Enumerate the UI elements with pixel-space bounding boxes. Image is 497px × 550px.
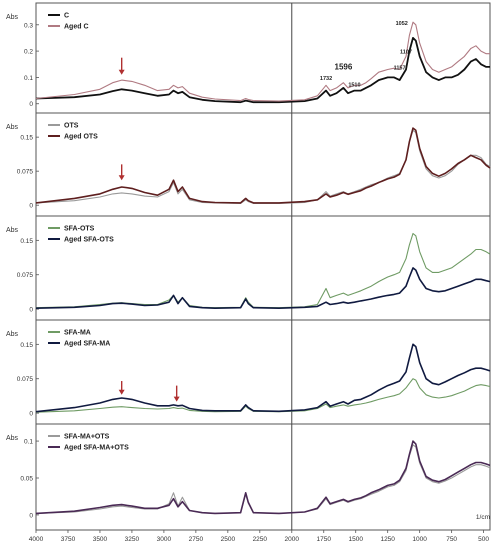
series-line-2 xyxy=(35,440,491,515)
x-tick-label: 3000 xyxy=(157,536,172,543)
y-tick-label: 0.075 xyxy=(17,376,34,383)
y-tick-label: 0 xyxy=(29,411,33,418)
legend-label: OTS xyxy=(64,123,79,130)
y-tick-label: 0.1 xyxy=(24,75,33,82)
legend-label: Aged C xyxy=(64,24,89,31)
series-line-2 xyxy=(35,21,490,102)
x-tick-label: 750 xyxy=(446,536,457,543)
legend-label: Aged OTS xyxy=(64,134,98,141)
panel-3: Abs 0 0.075 0.15 SFA-OTS Aged SFA-OTS xyxy=(6,215,491,321)
panel-5: Abs 0 0.05 0.1 SFA-MA+OTS Aged SFA-MA+OTS xyxy=(6,423,491,531)
x-tick-label: 2500 xyxy=(221,536,236,543)
legend-label: SFA-MA xyxy=(64,330,91,337)
y-axis-label: Abs xyxy=(6,124,19,131)
x-tick-label: 3250 xyxy=(125,536,140,543)
peak-annotation: 1732 xyxy=(320,76,332,82)
series-line-2 xyxy=(35,127,491,204)
x-tick-label: 4000 xyxy=(29,536,44,543)
panel-4: Abs 0 0.075 0.15 SFA-MA Aged SFA-MA xyxy=(6,319,491,425)
peak-annotation: 1107 xyxy=(400,50,412,56)
x-tick-label: 1250 xyxy=(380,536,395,543)
y-tick-label: 0.1 xyxy=(24,439,33,446)
x-tick-label: 1000 xyxy=(412,536,427,543)
y-axis-label: Abs xyxy=(6,14,19,21)
peak-annotation: 1157 xyxy=(394,66,406,72)
y-tick-label: 0.15 xyxy=(20,342,33,349)
x-tick-label: 3750 xyxy=(61,536,76,543)
panel-2: Abs 0 0.075 0.15 OTS Aged OTS xyxy=(6,112,491,217)
peak-annotation: 1052 xyxy=(396,21,408,27)
y-tick-label: 0.3 xyxy=(24,22,33,29)
legend-label: Aged SFA-MA+OTS xyxy=(64,445,129,452)
x-tick-label: 1750 xyxy=(317,536,332,543)
series-line-2 xyxy=(35,267,491,309)
x-tick-label: 2750 xyxy=(189,536,204,543)
series-line-2 xyxy=(35,343,491,413)
panel-frame xyxy=(35,2,491,114)
y-tick-label: 0.2 xyxy=(24,49,33,56)
y-tick-label: 0 xyxy=(29,512,33,519)
x-tick-label: 3500 xyxy=(93,536,108,543)
arrow-head xyxy=(118,69,125,75)
y-axis-label: Abs xyxy=(6,331,19,338)
series-line-1 xyxy=(35,232,491,309)
y-tick-label: 0 xyxy=(29,101,33,108)
x-tick-label: 500 xyxy=(478,536,489,543)
x-tick-label: 2000 xyxy=(285,536,300,543)
arrow-head xyxy=(118,389,125,395)
x-tick-label: 2250 xyxy=(253,536,268,543)
x-tick-label: 1500 xyxy=(348,536,363,543)
legend-label: SFA-MA+OTS xyxy=(64,434,110,441)
legend-label: Aged SFA-MA xyxy=(64,341,110,348)
y-tick-label: 0.15 xyxy=(20,238,33,245)
panel-frame xyxy=(35,423,491,531)
y-tick-label: 0.15 xyxy=(20,135,33,142)
y-tick-label: 0.05 xyxy=(20,476,33,483)
y-tick-label: 0.075 xyxy=(17,272,34,279)
panel-frame xyxy=(35,112,491,217)
arrow-head xyxy=(118,175,125,181)
series-line-1 xyxy=(35,378,491,413)
legend-label: C xyxy=(64,13,69,20)
series-line-1 xyxy=(35,444,491,514)
series-line-1 xyxy=(35,37,490,104)
peak-annotation: 1596 xyxy=(335,63,353,72)
arrow-head xyxy=(173,396,180,402)
legend-label: SFA-OTS xyxy=(64,226,95,233)
x-axis-unit-label: 1/cm xyxy=(476,514,490,521)
y-axis-label: Abs xyxy=(6,227,19,234)
y-tick-label: 0.075 xyxy=(17,169,34,176)
y-tick-label: 0 xyxy=(29,203,33,210)
x-axis: 4000 3750 3500 3250 3000 2750 2500 2250 2000 1750… xyxy=(29,514,490,543)
peak-annotation: 1510 xyxy=(348,83,360,89)
legend-label: Aged SFA-OTS xyxy=(64,237,114,244)
y-axis-label: Abs xyxy=(6,435,19,442)
y-tick-label: 0 xyxy=(29,307,33,314)
